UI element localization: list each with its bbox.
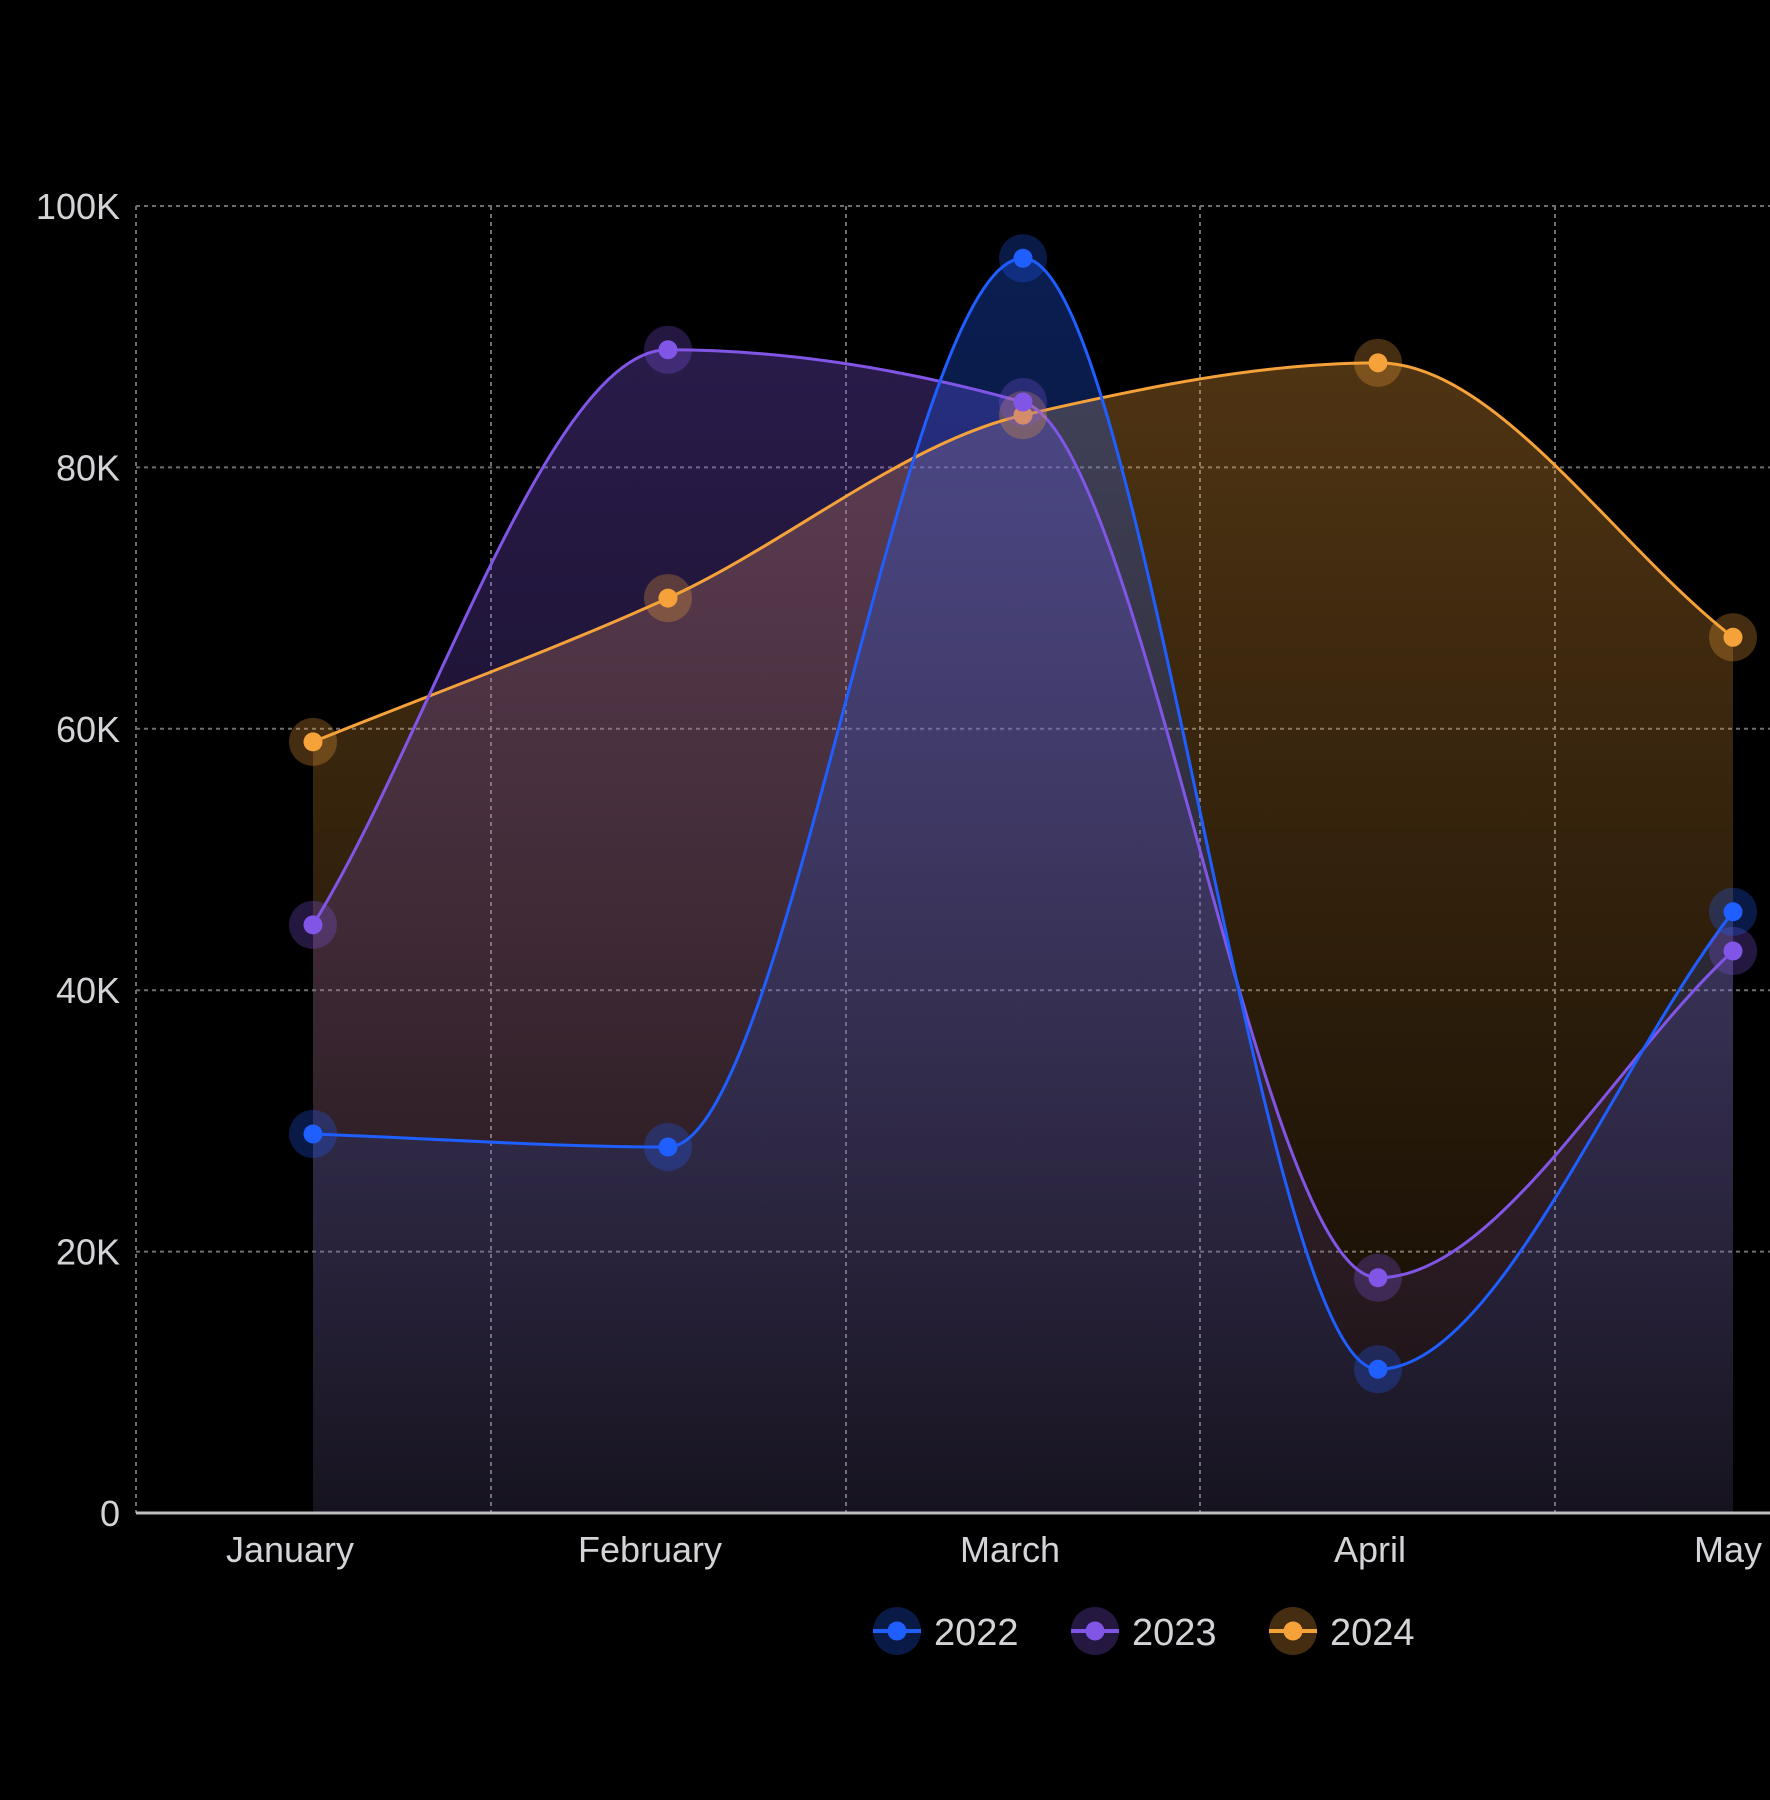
legend: 2022 2023 2024 xyxy=(873,1607,1415,1655)
point-2023[interactable] xyxy=(1354,1253,1402,1302)
y-tick-label: 100K xyxy=(36,186,120,227)
y-tick-label: 20K xyxy=(56,1232,120,1273)
point-2022[interactable] xyxy=(1354,1345,1402,1394)
point-2024[interactable] xyxy=(999,391,1047,440)
y-tick-label: 60K xyxy=(56,709,120,750)
x-tick-label: March xyxy=(960,1529,1060,1570)
x-tick-label: April xyxy=(1334,1529,1406,1570)
point-2022[interactable] xyxy=(1709,887,1757,936)
legend-item-2024[interactable]: 2024 xyxy=(1269,1607,1415,1655)
point-2023[interactable] xyxy=(999,378,1047,427)
point-2024[interactable] xyxy=(1354,338,1402,387)
legend-item-2023[interactable]: 2023 xyxy=(1071,1607,1217,1655)
y-tick-label: 40K xyxy=(56,970,120,1011)
series-points xyxy=(289,234,1757,1394)
point-2023[interactable] xyxy=(644,325,692,374)
legend-label: 2024 xyxy=(1330,1612,1415,1654)
area-2022 xyxy=(313,258,1733,1513)
legend-label: 2022 xyxy=(934,1612,1019,1654)
line-2023 xyxy=(311,348,1735,1280)
point-2022[interactable] xyxy=(289,1109,337,1158)
legend-label: 2023 xyxy=(1132,1612,1217,1654)
x-tick-label: May xyxy=(1694,1529,1762,1570)
point-2022[interactable] xyxy=(999,234,1047,283)
y-tick-label: 80K xyxy=(56,447,120,488)
series-areas xyxy=(313,258,1733,1513)
point-2022[interactable] xyxy=(644,1123,692,1172)
y-tick-label: 0 xyxy=(100,1493,120,1534)
point-2023[interactable] xyxy=(289,900,337,949)
x-tick-label: February xyxy=(578,1529,722,1570)
x-tick-label: January xyxy=(226,1529,354,1570)
point-2024[interactable] xyxy=(644,574,692,623)
axes: 0 20K 40K 60K 80K 100K January February March Apr… xyxy=(36,186,1770,1570)
legend-item-2022[interactable]: 2022 xyxy=(873,1607,1019,1655)
point-2024[interactable] xyxy=(1709,613,1757,662)
point-2023[interactable] xyxy=(1709,926,1757,975)
point-2024[interactable] xyxy=(289,717,337,766)
